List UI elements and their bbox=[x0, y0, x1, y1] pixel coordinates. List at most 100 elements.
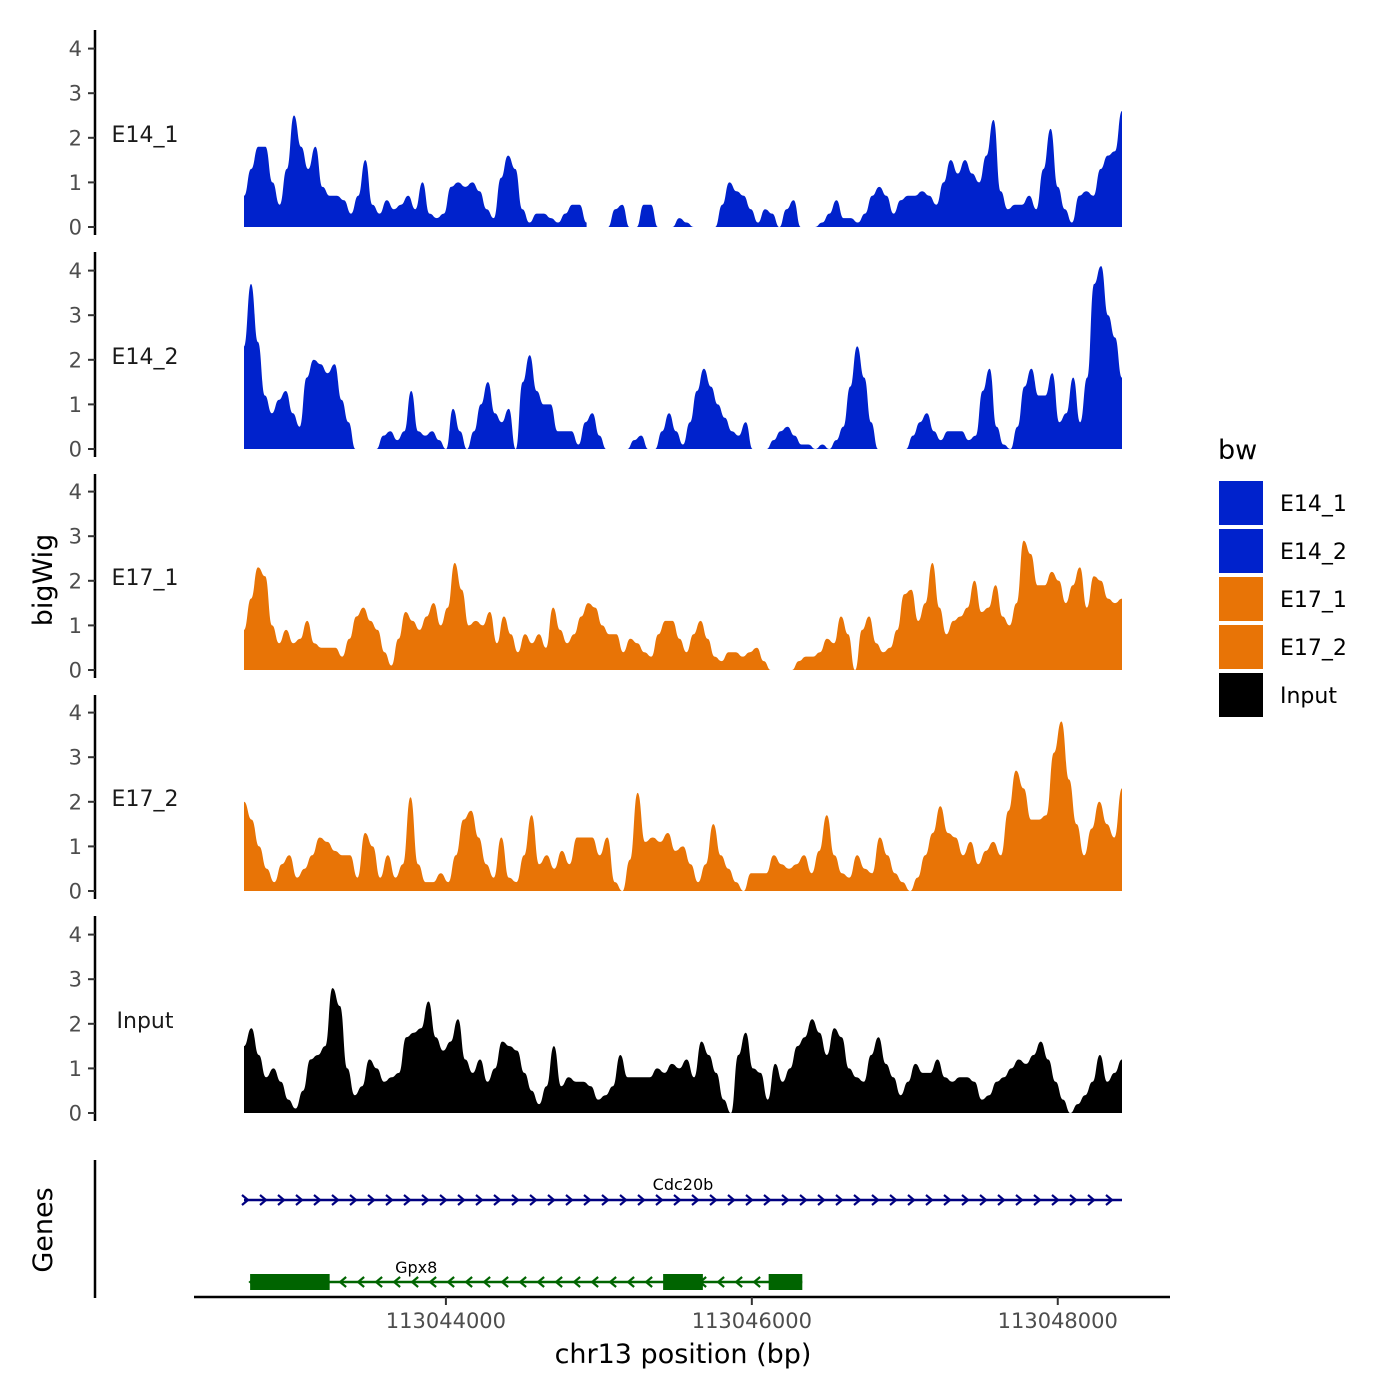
y-tick-label: 3 bbox=[69, 304, 82, 328]
legend-label: Input bbox=[1280, 684, 1337, 709]
strand-chevron bbox=[547, 1194, 556, 1206]
coverage-area bbox=[627, 368, 753, 449]
y-tick-label: 1 bbox=[69, 614, 82, 638]
strand-chevron bbox=[943, 1194, 952, 1206]
coverage-area bbox=[906, 266, 1122, 449]
coverage-area bbox=[766, 346, 879, 449]
y-tick-label: 0 bbox=[69, 659, 82, 683]
gene-Cdc20b: Cdc20b bbox=[241, 1175, 1122, 1206]
strand-chevron bbox=[374, 1276, 383, 1288]
strand-chevron bbox=[817, 1194, 826, 1206]
legend-item: E17_2 bbox=[1217, 623, 1347, 671]
strand-chevron bbox=[511, 1194, 520, 1206]
y-tick-label: 4 bbox=[69, 480, 82, 504]
coverage-area bbox=[244, 721, 1122, 891]
strand-chevron bbox=[763, 1194, 772, 1206]
y-tick-label: 1 bbox=[69, 835, 82, 859]
strand-chevron bbox=[752, 1276, 761, 1288]
coverage-area bbox=[672, 218, 694, 227]
strand-chevron bbox=[889, 1194, 898, 1206]
strand-chevron bbox=[529, 1194, 538, 1206]
strand-chevron bbox=[979, 1194, 988, 1206]
coverage-tracks: 0 1 2 3 4 E14_1 0 1 2 3 4 E14_2 0 1 2 3 4 E17_1 0 1 2 3 4 E17_2… bbox=[69, 30, 1122, 1126]
strand-chevron bbox=[572, 1276, 581, 1288]
strand-chevron bbox=[1051, 1194, 1060, 1206]
strand-chevron bbox=[403, 1194, 412, 1206]
strand-chevron bbox=[608, 1276, 617, 1288]
strand-chevron bbox=[637, 1194, 646, 1206]
legend-swatch bbox=[1217, 623, 1265, 671]
strand-chevron bbox=[961, 1194, 970, 1206]
y-tick-label: 3 bbox=[69, 82, 82, 106]
strand-chevron bbox=[1105, 1194, 1114, 1206]
strand-chevron bbox=[331, 1194, 340, 1206]
track-label: Input bbox=[117, 1009, 174, 1034]
strand-chevron bbox=[601, 1194, 610, 1206]
strand-chevron bbox=[565, 1194, 574, 1206]
y-tick-label: 0 bbox=[69, 216, 82, 240]
legend-item: E14_2 bbox=[1217, 527, 1347, 575]
x-axis: 113044000 113046000 113048000 bbox=[194, 1295, 1170, 1333]
strand-chevron bbox=[518, 1276, 527, 1288]
x-tick-label: 113048000 bbox=[998, 1309, 1118, 1333]
strand-chevron bbox=[691, 1194, 700, 1206]
strand-chevron bbox=[590, 1276, 599, 1288]
track-E14_1: 0 1 2 3 4 E14_1 bbox=[69, 30, 1122, 240]
legend-item: Input bbox=[1217, 671, 1337, 719]
x-tick-label: 113044000 bbox=[386, 1309, 506, 1333]
y-tick-label: 3 bbox=[69, 968, 82, 992]
strand-chevron bbox=[619, 1194, 628, 1206]
strand-chevron bbox=[482, 1276, 491, 1288]
strand-chevron bbox=[367, 1194, 376, 1206]
strand-chevron bbox=[410, 1276, 419, 1288]
strand-chevron bbox=[1087, 1194, 1096, 1206]
strand-chevron bbox=[554, 1276, 563, 1288]
y-tick-label: 1 bbox=[69, 171, 82, 195]
coverage-area bbox=[244, 115, 587, 227]
legend: bw E14_1 E14_2 E17_1 E17_2 Input bbox=[1217, 435, 1347, 719]
coverage-area bbox=[715, 182, 801, 227]
genes-axis-title: Genes bbox=[28, 1187, 59, 1272]
strand-chevron bbox=[716, 1276, 725, 1288]
y-tick-label: 2 bbox=[69, 126, 82, 150]
strand-chevron bbox=[313, 1194, 322, 1206]
strand-chevron bbox=[709, 1194, 718, 1206]
exon-block bbox=[768, 1274, 803, 1290]
strand-chevron bbox=[853, 1194, 862, 1206]
coverage-area bbox=[244, 988, 1122, 1113]
strand-chevron bbox=[457, 1194, 466, 1206]
coverage-area bbox=[244, 284, 356, 449]
y-tick-label: 0 bbox=[69, 438, 82, 462]
track-label: E14_2 bbox=[112, 345, 179, 370]
strand-chevron bbox=[871, 1194, 880, 1206]
x-tick-label: 113046000 bbox=[692, 1309, 812, 1333]
strand-chevron bbox=[799, 1194, 808, 1206]
strand-chevron bbox=[1015, 1194, 1024, 1206]
strand-chevron bbox=[745, 1194, 754, 1206]
legend-swatch bbox=[1217, 575, 1265, 623]
gene-Gpx8: Gpx8 bbox=[248, 1258, 803, 1290]
legend-swatch bbox=[1217, 671, 1265, 719]
y-tick-label: 2 bbox=[69, 348, 82, 372]
strand-chevron bbox=[500, 1276, 509, 1288]
exon-block bbox=[250, 1274, 330, 1290]
track-label: E17_2 bbox=[112, 787, 179, 812]
strand-chevron bbox=[439, 1194, 448, 1206]
exon-block bbox=[663, 1274, 703, 1290]
y-tick-label: 1 bbox=[69, 1057, 82, 1081]
strand-chevron bbox=[241, 1194, 250, 1206]
y-tick-label: 4 bbox=[69, 259, 82, 283]
strand-chevron bbox=[446, 1276, 455, 1288]
y-tick-label: 3 bbox=[69, 525, 82, 549]
y-tick-label: 2 bbox=[69, 569, 82, 593]
track-E17_2: 0 1 2 3 4 E17_2 bbox=[69, 695, 1122, 904]
legend-swatch bbox=[1217, 479, 1265, 527]
strand-chevron bbox=[493, 1194, 502, 1206]
coverage-area bbox=[376, 355, 607, 449]
strand-chevron bbox=[421, 1194, 430, 1206]
coverage-area bbox=[244, 563, 771, 670]
strand-chevron bbox=[1033, 1194, 1042, 1206]
gene-track: Cdc20b Gpx8 bbox=[93, 1160, 1122, 1298]
strand-chevron bbox=[349, 1194, 358, 1206]
